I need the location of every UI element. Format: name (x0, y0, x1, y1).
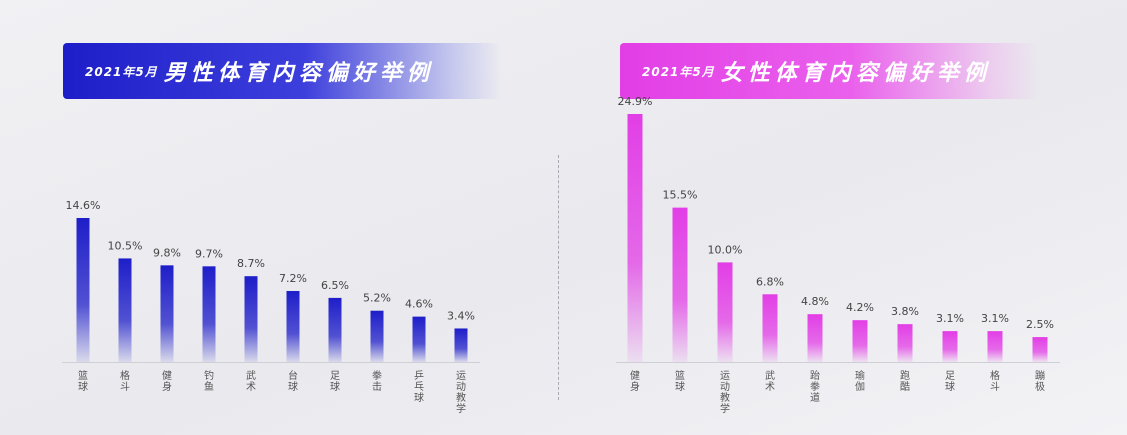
bar-value-label: 3.1% (981, 312, 1009, 325)
bar-value-label: 6.8% (756, 275, 784, 288)
bar (1032, 337, 1048, 362)
bar (202, 266, 216, 362)
panel-divider (558, 155, 559, 400)
male-title-banner: 2021年5月 男性体育内容偏好举例 (63, 43, 503, 99)
category-label: 武术 (246, 369, 256, 393)
bar-value-label: 3.4% (447, 309, 475, 322)
bar (244, 276, 258, 362)
male-banner-date: 2021年5月 (85, 64, 158, 79)
category-label: 健身 (630, 370, 640, 393)
category-label: 蹦极 (1035, 370, 1045, 393)
bar-value-label: 7.2% (279, 272, 307, 285)
category-label: 足球 (330, 370, 340, 393)
bar-value-label: 2.5% (1026, 318, 1054, 331)
bar (852, 320, 868, 362)
category-label: 乒乓球 (414, 369, 424, 404)
category-label: 跆拳道 (810, 369, 820, 404)
category-label: 拳击 (372, 369, 382, 393)
category-label: 跑酷 (900, 369, 910, 393)
category-label: 台球 (288, 369, 298, 393)
bar-value-label: 3.1% (936, 312, 964, 325)
bar (987, 331, 1003, 362)
bar-value-label: 9.8% (153, 246, 181, 259)
female-bar-chart: 24.9% 健身 15.5% 篮球 10.0% 运动教学 6.8% 武术 4.8% 跆拳道 4.2%… (616, 95, 1060, 415)
bar-value-label: 4.6% (405, 298, 433, 311)
bar (370, 310, 384, 362)
bar (412, 316, 426, 362)
category-label: 篮球 (78, 369, 88, 393)
bar (118, 258, 132, 362)
female-preference-panel: 2021年5月 女性体育内容偏好举例 24.9% 健身 15.5% 篮球 10.0% 运动… (560, 0, 1127, 435)
male-bar-chart: 14.6% 篮球 10.5% 格斗 9.8% 健身 9.7% 钓鱼 8.7% 武术 7.2% 台球 6.… (62, 199, 480, 415)
bar-value-label: 15.5% (663, 189, 698, 202)
bar (454, 328, 468, 362)
bar-value-label: 10.0% (708, 243, 743, 256)
bar (627, 114, 643, 362)
bar (672, 207, 688, 362)
bar (942, 331, 958, 362)
category-label: 足球 (945, 370, 955, 393)
category-label: 钓鱼 (204, 369, 214, 393)
female-title-banner: 2021年5月 女性体育内容偏好举例 (620, 43, 1040, 99)
bar-value-label: 4.8% (801, 295, 829, 308)
category-label: 健身 (162, 370, 172, 393)
bar (762, 294, 778, 362)
category-label: 运动教学 (456, 370, 466, 415)
male-preference-panel: 2021年5月 男性体育内容偏好举例 14.6% 篮球 10.5% 格斗 9.8% 健身 9… (0, 0, 560, 435)
bar (286, 290, 300, 362)
bar (897, 324, 913, 362)
bar-value-label: 14.6% (66, 199, 101, 212)
category-label: 格斗 (120, 369, 130, 393)
bar (717, 262, 733, 362)
category-label: 篮球 (675, 369, 685, 393)
bar-value-label: 9.7% (195, 247, 223, 260)
bar-value-label: 5.2% (363, 292, 391, 305)
bar (807, 314, 823, 362)
bar-value-label: 6.5% (321, 279, 349, 292)
category-label: 武术 (765, 369, 775, 393)
bar (160, 265, 174, 362)
bar-value-label: 3.8% (891, 305, 919, 318)
bar-value-label: 24.9% (618, 95, 653, 108)
category-label: 瑜伽 (855, 369, 865, 393)
bar (76, 218, 90, 362)
bar-value-label: 8.7% (237, 257, 265, 270)
bar (328, 297, 342, 362)
female-banner-date: 2021年5月 (642, 64, 715, 79)
female-banner-title: 女性体育内容偏好举例 (720, 61, 991, 86)
male-banner-title: 男性体育内容偏好举例 (163, 61, 434, 86)
bar-value-label: 4.2% (846, 301, 874, 314)
category-label: 运动教学 (720, 370, 730, 415)
category-label: 格斗 (990, 369, 1000, 393)
bar-value-label: 10.5% (108, 239, 143, 252)
